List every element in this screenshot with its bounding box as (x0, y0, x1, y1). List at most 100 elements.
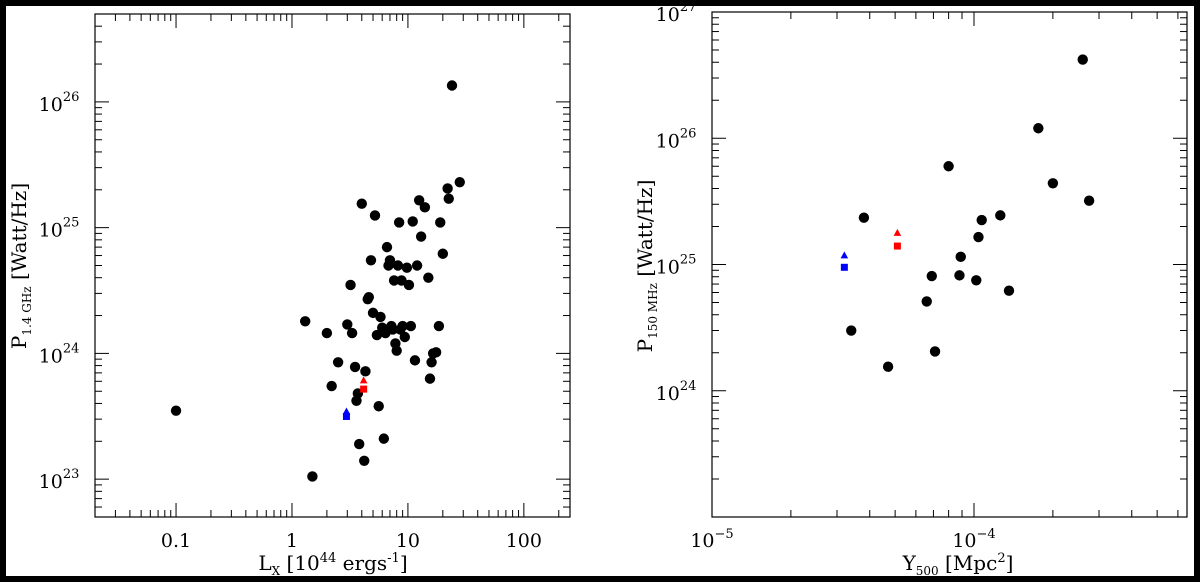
left-data-point (409, 355, 421, 366)
left-data-point (349, 361, 361, 373)
left-data-point (392, 260, 404, 271)
left-data-point (299, 316, 311, 327)
right-data-point (846, 325, 857, 336)
right-data-point (1077, 54, 1088, 65)
left-data-point (411, 260, 423, 271)
left-data-point (369, 210, 381, 221)
left-x-tick-label: 10 (396, 530, 420, 552)
left-data-point (443, 193, 454, 204)
left-x-axis-label: LX [1044 ergs-1] (258, 551, 407, 578)
left-data-point (415, 231, 427, 242)
left-data-point (356, 198, 367, 209)
left-square-marker (360, 385, 368, 393)
right-data-point (995, 210, 1006, 221)
left-data-point (401, 262, 413, 273)
left-data-point (405, 320, 417, 332)
right-ticks (711, 11, 1187, 518)
right-x-tick-label: 10−5 (690, 527, 733, 552)
left-data-point (407, 216, 418, 227)
right-x-tick-label: 10−4 (952, 527, 995, 552)
left-data-point (378, 433, 390, 444)
left-data-point (426, 357, 437, 368)
left-x-tick-label: 0.1 (161, 530, 191, 552)
left-data-point (446, 80, 458, 91)
left-data-point (387, 324, 398, 335)
left-data-point (413, 195, 425, 206)
right-tick-labels: 10−5 10−4 1024 1025 1026 1027 (656, 0, 996, 552)
left-data-point (399, 331, 411, 343)
right-square-marker (840, 263, 848, 271)
left-data-point (433, 320, 445, 332)
left-x-tick-label: 100 (506, 530, 542, 552)
left-data-point (454, 176, 465, 188)
right-data-point (954, 270, 965, 281)
right-y-tick-label: 1025 (656, 253, 697, 279)
right-chart: 10−5 10−4 1024 1025 1026 1027 Y500 [Mpc2] P15… (633, 0, 1188, 578)
left-data-point (419, 202, 431, 213)
left-data-point (371, 329, 383, 341)
left-triangle-marker (342, 407, 351, 415)
left-data-point (397, 320, 408, 332)
right-y-tick-label: 1026 (656, 126, 697, 152)
right-y-axis-label: P150 MHz [Watt/Hz] (633, 180, 660, 353)
left-data-point (373, 401, 384, 412)
left-data-point (354, 438, 365, 450)
right-data-point (976, 214, 987, 226)
left-data-point (360, 366, 371, 377)
right-data-point (1033, 123, 1044, 134)
left-data-point (345, 279, 356, 291)
left-data-point (393, 217, 405, 228)
figure-background (6, 6, 1194, 576)
left-y-tick-label: 1024 (39, 341, 80, 367)
left-data-point (326, 380, 337, 392)
left-data-point (346, 327, 358, 339)
left-y-tick-label: 1023 (39, 467, 80, 493)
right-triangle-marker (840, 251, 849, 259)
left-data-point (423, 272, 434, 283)
left-chart: 0.1 1 10 100 1023 1024 1025 1026 LX [1044 ergs-… (7, 13, 571, 578)
left-data-point (435, 217, 446, 228)
left-data-point (437, 248, 449, 259)
left-data-point (430, 347, 442, 358)
left-data-point (363, 291, 375, 303)
left-data-point (391, 345, 402, 356)
left-data-point (388, 275, 400, 286)
left-data-point (342, 319, 353, 330)
right-data-point (858, 212, 870, 223)
right-square-marker (893, 242, 901, 250)
right-data-points (840, 54, 1095, 372)
left-data-point (359, 455, 370, 466)
left-ticks (94, 13, 570, 518)
left-data-point (403, 279, 415, 291)
left-data-point (365, 255, 377, 266)
right-data-point (882, 361, 894, 372)
left-tick-labels: 0.1 1 10 100 1023 1024 1025 1026 (39, 90, 542, 552)
left-data-point (375, 311, 386, 323)
right-data-point (943, 161, 954, 172)
right-data-point (1083, 195, 1095, 206)
right-data-point (1003, 285, 1015, 296)
right-data-point (921, 296, 932, 307)
right-data-point (929, 346, 941, 357)
left-data-point (307, 471, 318, 482)
left-data-point (170, 405, 182, 416)
right-x-axis-label: Y500 [Mpc2] (902, 551, 1014, 578)
right-data-point (973, 231, 984, 243)
left-triangle-marker (359, 376, 368, 384)
left-y-axis-label: P1.4 GHz [Watt/Hz] (7, 183, 34, 349)
right-data-point (926, 270, 937, 282)
right-data-point (955, 251, 966, 263)
left-y-tick-label: 1026 (39, 90, 80, 116)
left-data-points (170, 80, 465, 482)
right-y-tick-label: 1027 (656, 0, 697, 26)
left-x-tick-label: 1 (286, 530, 298, 552)
left-data-point (442, 183, 453, 194)
left-y-tick-label: 1025 (39, 216, 80, 242)
right-data-point (1047, 178, 1059, 189)
right-data-point (971, 275, 982, 286)
left-data-point (381, 241, 393, 253)
left-data-point (424, 373, 436, 384)
right-triangle-marker (893, 228, 902, 236)
left-data-point (332, 357, 344, 368)
